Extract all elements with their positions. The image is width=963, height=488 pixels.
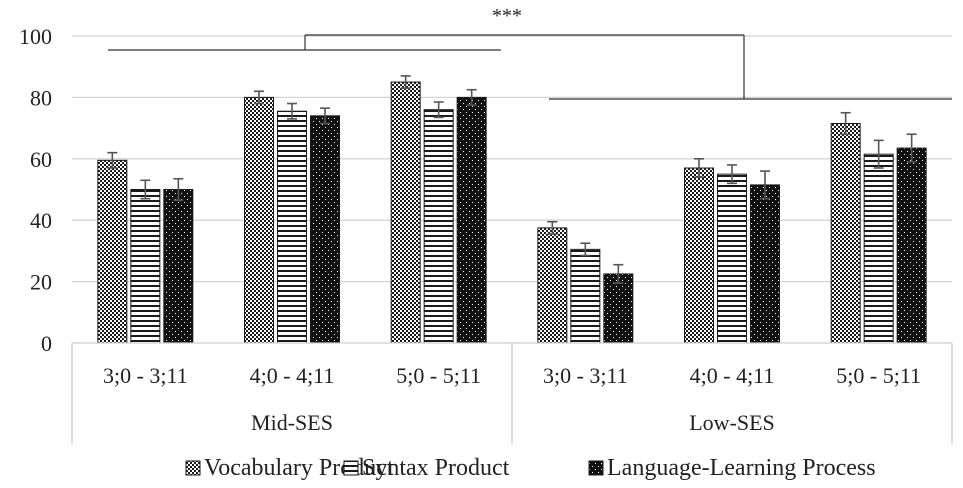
bar [717,173,747,344]
bars [97,81,927,344]
bar [684,167,714,344]
legend-label: Language-Learning Process [607,455,876,481]
legend-label: Syntax Product [362,455,510,481]
y-tick-label: 40 [30,208,52,233]
bar [277,110,307,344]
category-label: 5;0 - 5;11 [396,363,481,388]
category-label: 4;0 - 4;11 [690,363,775,388]
bar [896,147,927,344]
bar [310,115,340,344]
grid-lines [72,35,952,283]
y-tick-label: 60 [30,147,52,172]
bar [603,273,634,344]
y-tick-label: 80 [30,85,52,110]
bar [863,153,894,344]
x-axis [71,342,953,444]
bar [163,189,194,344]
category-labels: 3;0 - 3;11 4;0 - 4;11 5;0 - 5;11 3;0 - 3;11… [103,363,921,388]
y-axis-ticks: 0 20 40 60 80 100 [19,24,52,356]
category-label: 5;0 - 5;11 [836,363,921,388]
bar [750,184,780,344]
category-label: 3;0 - 3;11 [543,363,628,388]
y-tick-label: 0 [41,331,52,356]
bar [423,109,454,344]
bar [390,81,421,344]
significance-label: *** [492,5,522,27]
legend-swatch [185,460,201,476]
legend-label: Vocabulary Product [204,455,394,481]
bar [97,159,128,344]
bar [456,96,487,344]
category-label: 4;0 - 4;11 [250,363,335,388]
group-labels: Mid-SES Low-SES [251,410,775,435]
legend-swatch [588,460,604,476]
legend-swatch [343,460,359,476]
bar [830,122,861,344]
bar [244,96,274,344]
bar [570,248,601,344]
category-label: 3;0 - 3;11 [103,363,188,388]
bar [130,189,161,344]
group-label: Low-SES [689,410,775,435]
y-tick-label: 100 [19,24,52,49]
error-bars [107,75,917,284]
y-tick-label: 20 [30,270,52,295]
significance-brackets: *** [108,5,952,100]
group-label: Mid-SES [251,410,333,435]
bar [537,227,568,344]
